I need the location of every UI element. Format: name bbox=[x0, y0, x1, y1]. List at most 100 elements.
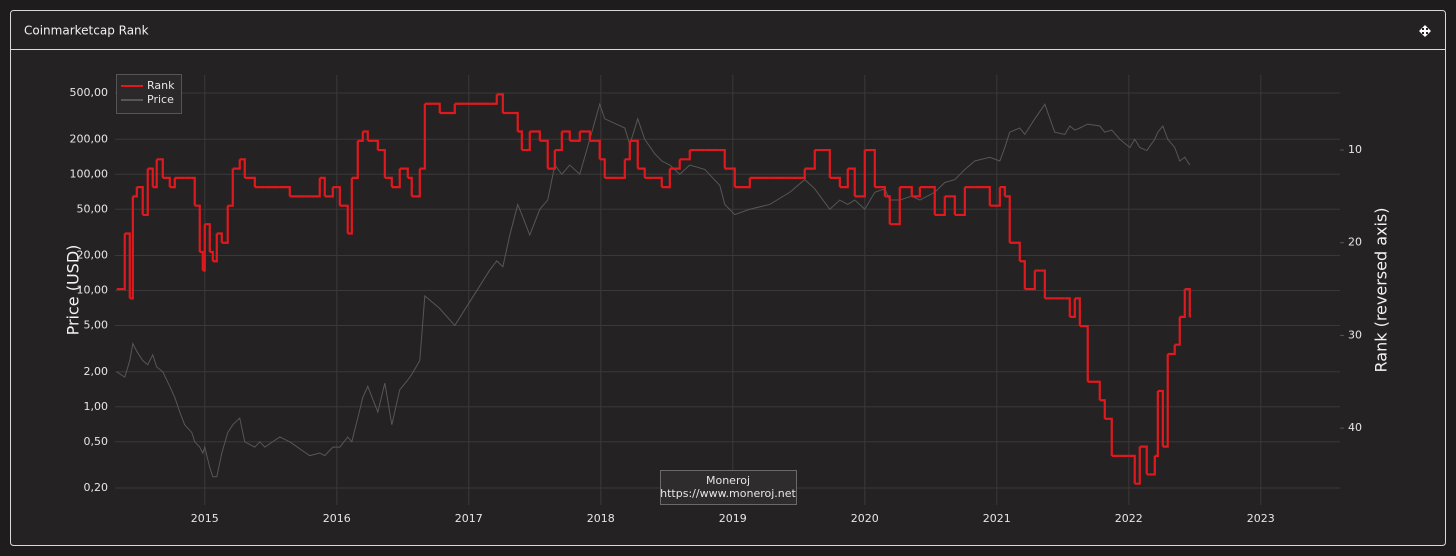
rank-step bbox=[637, 167, 646, 178]
rank-step bbox=[324, 187, 334, 198]
rank-step bbox=[162, 176, 171, 188]
rank-step bbox=[1069, 298, 1076, 318]
rank-step bbox=[204, 223, 211, 253]
grid bbox=[115, 75, 1344, 505]
rank-step bbox=[1009, 241, 1021, 262]
y-tick-label: 5,00 bbox=[84, 319, 109, 332]
rank-step bbox=[804, 150, 816, 170]
rank-step bbox=[579, 130, 591, 141]
y-tick-label: 2,00 bbox=[84, 365, 109, 378]
rank-step bbox=[496, 93, 504, 113]
rank-step bbox=[319, 176, 326, 197]
rank-step bbox=[561, 130, 571, 141]
rank-step bbox=[521, 131, 531, 152]
rank-step bbox=[1024, 270, 1036, 291]
rank-step bbox=[1134, 446, 1141, 485]
rank-step bbox=[209, 250, 214, 262]
x-tick-label: 2022 bbox=[1115, 512, 1143, 525]
rank-step bbox=[332, 186, 341, 206]
rank-step bbox=[789, 168, 806, 179]
expand-icon[interactable] bbox=[1419, 25, 1431, 37]
rank-step bbox=[1104, 417, 1113, 456]
rank-step bbox=[547, 150, 556, 170]
rank-step bbox=[152, 159, 158, 189]
expand-glyph[interactable] bbox=[1419, 25, 1431, 37]
rank-step bbox=[669, 159, 681, 170]
y-tick-label: 500,00 bbox=[70, 86, 109, 99]
panel-title: Coinmarketcap Rank bbox=[24, 24, 149, 38]
rank-step bbox=[517, 130, 523, 151]
legend: Rank Price bbox=[116, 74, 182, 114]
rank-step bbox=[1162, 353, 1169, 448]
rank-step bbox=[1157, 389, 1164, 447]
rank-step bbox=[944, 195, 956, 215]
y-tick-label: 10,00 bbox=[77, 284, 109, 297]
rank-step bbox=[661, 168, 671, 189]
rank-step bbox=[391, 168, 401, 189]
rank-step bbox=[136, 186, 144, 215]
rank-step bbox=[734, 177, 751, 189]
rank-step bbox=[132, 187, 138, 198]
y-axis-title: Price (USD) bbox=[64, 245, 83, 336]
rank-step bbox=[424, 102, 441, 113]
y-tick-label: 20,00 bbox=[77, 249, 109, 262]
rank-step bbox=[367, 139, 379, 151]
rank-step bbox=[194, 204, 201, 253]
plot bbox=[116, 93, 1191, 485]
rank-step bbox=[489, 94, 498, 105]
x-tick-label: 2017 bbox=[455, 512, 483, 525]
rank-step bbox=[411, 168, 421, 198]
watermark-box bbox=[660, 470, 797, 505]
rank-step bbox=[529, 130, 541, 141]
x-tick-label: 2015 bbox=[191, 512, 219, 525]
rank-step bbox=[989, 187, 1001, 207]
rank-step bbox=[232, 159, 241, 170]
y2-tick-label: 10 bbox=[1348, 143, 1362, 156]
rank-step bbox=[347, 177, 353, 235]
rank-step bbox=[1139, 445, 1148, 475]
legend-label: Rank bbox=[147, 79, 175, 92]
rank-step bbox=[129, 196, 134, 300]
rank-step bbox=[847, 167, 856, 197]
price-line bbox=[116, 102, 1191, 478]
x-tick-label: 2018 bbox=[587, 512, 615, 525]
rank-step bbox=[212, 233, 218, 263]
rank-step bbox=[589, 139, 601, 160]
rank-step bbox=[1087, 380, 1101, 401]
rank-step bbox=[1064, 297, 1071, 317]
rank-step bbox=[439, 103, 456, 115]
rank-step bbox=[351, 140, 359, 179]
rank-step bbox=[864, 148, 876, 188]
rank-step bbox=[1034, 269, 1046, 299]
rank-step bbox=[227, 168, 234, 207]
rank-step bbox=[1129, 454, 1136, 484]
rank-step bbox=[1179, 289, 1186, 318]
rank-step bbox=[539, 139, 549, 169]
rank-step bbox=[854, 150, 866, 198]
rank-step bbox=[911, 187, 921, 198]
rank-step bbox=[1099, 399, 1106, 419]
watermark: Moneroj https://www.moneroj.net bbox=[660, 470, 797, 505]
rank-step bbox=[899, 186, 913, 197]
x-tick-label: 2019 bbox=[719, 512, 747, 525]
rank-step bbox=[124, 232, 131, 299]
rank-step bbox=[889, 187, 901, 226]
rank-step bbox=[1167, 344, 1176, 356]
rank-step bbox=[244, 176, 256, 188]
rank-step bbox=[221, 205, 229, 244]
rank-step bbox=[1146, 455, 1156, 476]
rank-step bbox=[169, 177, 176, 189]
rank-step bbox=[884, 195, 891, 225]
x-tick-label: 2021 bbox=[983, 512, 1011, 525]
y-tick-label: 0,50 bbox=[84, 435, 109, 448]
watermark-name: Moneroj bbox=[706, 474, 750, 487]
y2-tick-label: 30 bbox=[1348, 328, 1362, 341]
rank-step bbox=[147, 167, 154, 188]
rank-step bbox=[1074, 297, 1081, 327]
rank-step bbox=[934, 196, 946, 217]
rank-step bbox=[1174, 316, 1181, 346]
y2-tick-label: 40 bbox=[1348, 421, 1362, 434]
